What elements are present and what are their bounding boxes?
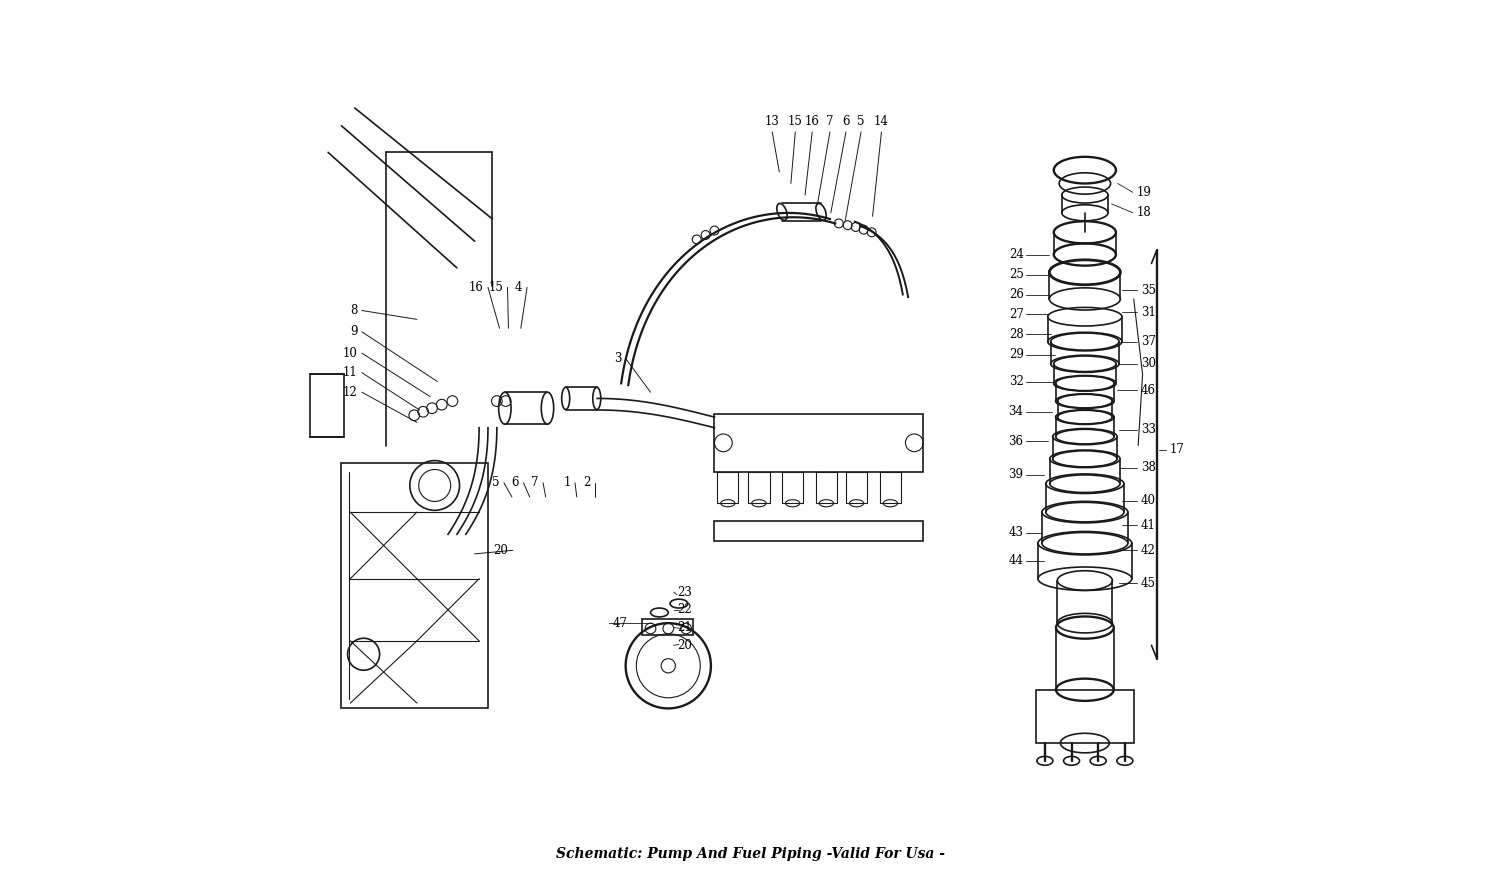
Text: 47: 47 bbox=[612, 617, 627, 630]
Bar bbox=[846, 472, 867, 503]
Text: 40: 40 bbox=[1142, 495, 1156, 507]
Text: 30: 30 bbox=[1142, 357, 1156, 371]
Text: 17: 17 bbox=[1168, 444, 1184, 456]
Text: 46: 46 bbox=[1142, 384, 1156, 396]
Text: 23: 23 bbox=[676, 585, 692, 599]
Text: 15: 15 bbox=[788, 115, 802, 127]
Text: 20: 20 bbox=[494, 544, 508, 557]
Text: 38: 38 bbox=[1142, 462, 1155, 474]
Text: 10: 10 bbox=[342, 347, 357, 360]
Text: 16: 16 bbox=[468, 281, 483, 294]
Text: 6: 6 bbox=[842, 115, 849, 127]
Text: 7: 7 bbox=[827, 115, 834, 127]
Text: 34: 34 bbox=[1008, 405, 1023, 418]
Bar bbox=[1036, 690, 1134, 743]
Text: 16: 16 bbox=[804, 115, 819, 127]
Text: 22: 22 bbox=[676, 603, 692, 617]
Bar bbox=[816, 472, 837, 503]
Text: Schematic: Pump And Fuel Piping -Valid For Usa -: Schematic: Pump And Fuel Piping -Valid F… bbox=[555, 847, 945, 861]
Text: 9: 9 bbox=[350, 325, 357, 339]
Text: 45: 45 bbox=[1142, 576, 1156, 590]
Text: 12: 12 bbox=[342, 386, 357, 398]
Bar bbox=[642, 618, 693, 634]
Text: 41: 41 bbox=[1142, 519, 1155, 532]
Text: 43: 43 bbox=[1008, 526, 1023, 539]
Text: 36: 36 bbox=[1008, 435, 1023, 447]
Text: 11: 11 bbox=[342, 366, 357, 380]
Text: 44: 44 bbox=[1008, 554, 1023, 568]
Text: 32: 32 bbox=[1008, 375, 1023, 388]
Text: 39: 39 bbox=[1008, 469, 1023, 481]
Text: 7: 7 bbox=[531, 477, 538, 489]
Text: 15: 15 bbox=[488, 281, 502, 294]
Text: 27: 27 bbox=[1008, 307, 1023, 321]
Text: 37: 37 bbox=[1142, 335, 1156, 348]
Text: 33: 33 bbox=[1142, 423, 1156, 436]
Text: 2: 2 bbox=[582, 477, 590, 489]
Text: 19: 19 bbox=[1137, 186, 1152, 199]
Text: 3: 3 bbox=[614, 352, 621, 365]
Text: 35: 35 bbox=[1142, 283, 1156, 297]
Bar bbox=[748, 472, 770, 503]
Text: 1: 1 bbox=[562, 477, 570, 489]
Text: 21: 21 bbox=[676, 621, 692, 634]
Bar bbox=[879, 472, 902, 503]
Text: 18: 18 bbox=[1137, 207, 1150, 219]
Bar bbox=[717, 472, 738, 503]
Text: 13: 13 bbox=[765, 115, 780, 127]
Text: 14: 14 bbox=[874, 115, 890, 127]
Text: 24: 24 bbox=[1008, 248, 1023, 261]
Text: 42: 42 bbox=[1142, 544, 1155, 557]
Text: 20: 20 bbox=[676, 639, 692, 652]
Bar bbox=[714, 414, 922, 472]
Text: 6: 6 bbox=[512, 477, 519, 489]
Text: 4: 4 bbox=[514, 281, 522, 294]
Text: 26: 26 bbox=[1008, 288, 1023, 301]
Text: 5: 5 bbox=[858, 115, 865, 127]
Text: 8: 8 bbox=[350, 304, 357, 317]
Text: 5: 5 bbox=[492, 477, 500, 489]
Text: 28: 28 bbox=[1010, 328, 1023, 341]
Text: 25: 25 bbox=[1008, 268, 1023, 282]
Bar bbox=[342, 463, 488, 707]
Bar bbox=[310, 374, 344, 437]
Text: 29: 29 bbox=[1008, 348, 1023, 362]
Bar bbox=[714, 521, 922, 541]
Bar bbox=[782, 472, 804, 503]
Text: 31: 31 bbox=[1142, 306, 1155, 319]
